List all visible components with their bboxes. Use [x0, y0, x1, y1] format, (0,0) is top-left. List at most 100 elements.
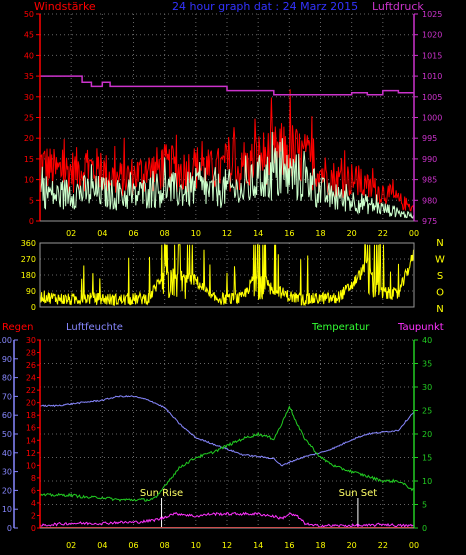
label-temperatur: Temperatur [311, 322, 370, 333]
tick-label-humidity: 80 [2, 374, 12, 383]
tick-label-hour: 20 [347, 541, 357, 550]
direction-letter: S [437, 271, 443, 282]
tick-label-humidity: 90 [2, 355, 12, 364]
tick-label-hour: 10 [191, 541, 201, 550]
tick-label-rain: 28 [26, 349, 36, 358]
tick-label-wind: 15 [24, 155, 34, 164]
tick-label-rain: 6 [31, 486, 36, 495]
tick-label-hour: 08 [160, 229, 170, 238]
title-wind-label: Windstärke [34, 0, 96, 13]
tick-label-direction: 180 [21, 271, 36, 280]
tick-label-humidity: 40 [2, 449, 12, 458]
tick-label-hour: 06 [128, 229, 138, 238]
series-windrichtung [39, 244, 415, 307]
tick-label-wind: 40 [24, 51, 34, 60]
tick-label-wind: 50 [24, 10, 34, 19]
tick-label-wind: 10 [24, 176, 34, 185]
tick-label-temp: 30 [422, 383, 432, 392]
label-taupunkt: Taupunkt [397, 322, 444, 333]
tick-label-hour: 14 [253, 541, 263, 550]
tick-label-direction: 0 [31, 303, 36, 312]
tick-label-humidity: 20 [2, 486, 12, 495]
tick-label-hour: 14 [253, 229, 263, 238]
series-windstrke [39, 131, 415, 220]
tick-label-hour: 02 [66, 229, 76, 238]
tick-label-pressure: 975 [422, 217, 437, 226]
tick-label-rain: 14 [26, 436, 36, 445]
tick-label-wind: 25 [24, 114, 34, 123]
tick-label-humidity: 100 [0, 336, 12, 345]
tick-label-hour: 16 [284, 229, 294, 238]
tick-label-rain: 18 [26, 411, 36, 420]
tick-label-rain: 10 [26, 461, 36, 470]
tick-label-pressure: 1020 [422, 31, 442, 40]
tick-label-humidity: 0 [7, 524, 12, 533]
tick-label-pressure: 1005 [422, 93, 442, 102]
tick-label-hour: 04 [97, 541, 107, 550]
tick-label-hour: 10 [191, 229, 201, 238]
tick-label-pressure: 985 [422, 176, 437, 185]
tick-label-hour: 18 [315, 541, 325, 550]
tick-label-pressure: 1025 [422, 10, 442, 19]
tick-label-rain: 2 [31, 511, 36, 520]
tick-label-direction: 360 [21, 239, 36, 248]
tick-label-hour: 00 [409, 541, 419, 550]
tick-label-rain: 30 [26, 336, 36, 345]
tick-label-humidity: 30 [2, 468, 12, 477]
label-regen: Regen [2, 322, 34, 333]
tick-label-temp: 5 [422, 501, 427, 510]
tick-label-rain: 8 [31, 474, 36, 483]
direction-letter: N [436, 304, 443, 315]
tick-label-pressure: 1000 [422, 114, 442, 123]
tick-label-hour: 08 [160, 541, 170, 550]
tick-label-hour: 16 [284, 541, 294, 550]
series-luftfeuchte [39, 395, 415, 467]
tick-label-wind: 35 [24, 72, 34, 81]
tick-label-hour: 04 [97, 229, 107, 238]
tick-label-pressure: 980 [422, 196, 437, 205]
tick-label-hour: 00 [409, 229, 419, 238]
tick-label-hour: 22 [378, 541, 388, 550]
tick-label-rain: 20 [26, 399, 36, 408]
tick-label-rain: 24 [26, 374, 36, 383]
tick-label-pressure: 990 [422, 155, 437, 164]
tick-label-pressure: 1010 [422, 72, 442, 81]
title-pressure-label: Luftdruck [372, 0, 424, 13]
tick-label-direction: 90 [26, 287, 36, 296]
tick-label-hour: 12 [222, 229, 232, 238]
tick-label-temp: 35 [422, 360, 432, 369]
direction-letter: W [435, 254, 445, 265]
direction-frame [39, 242, 415, 308]
tick-label-wind: 0 [29, 217, 34, 226]
tick-label-rain: 12 [26, 449, 36, 458]
tick-label-temp: 25 [422, 407, 432, 416]
tick-label-hour: 02 [66, 541, 76, 550]
tick-label-rain: 22 [26, 386, 36, 395]
tick-label-pressure: 1015 [422, 51, 442, 60]
tick-label-humidity: 50 [2, 430, 12, 439]
sun-annotation: Sun Rise [140, 488, 183, 499]
series-luftdruck [40, 75, 414, 96]
tick-label-temp: 15 [422, 454, 432, 463]
tick-label-humidity: 70 [2, 392, 12, 401]
tick-label-rain: 4 [31, 499, 36, 508]
tick-label-wind: 20 [24, 134, 34, 143]
direction-letter: N [436, 238, 443, 249]
tick-label-direction: 270 [21, 255, 36, 264]
tick-label-wind: 5 [29, 196, 34, 205]
tick-label-rain: 0 [31, 524, 36, 533]
sun-annotation: Sun Set [339, 488, 378, 499]
tick-label-wind: 30 [24, 93, 34, 102]
direction-letter: O [436, 287, 444, 298]
tick-label-hour: 20 [347, 229, 357, 238]
tick-label-rain: 26 [26, 361, 36, 370]
tick-label-humidity: 60 [2, 411, 12, 420]
tick-label-rain: 16 [26, 424, 36, 433]
tick-label-wind: 45 [24, 31, 34, 40]
tick-label-temp: 20 [422, 430, 432, 439]
chart-title: 24 hour graph dat : 24 Marz 2015 [172, 0, 358, 13]
tick-label-hour: 12 [222, 541, 232, 550]
tick-label-pressure: 995 [422, 134, 437, 143]
tick-label-humidity: 10 [2, 505, 12, 514]
